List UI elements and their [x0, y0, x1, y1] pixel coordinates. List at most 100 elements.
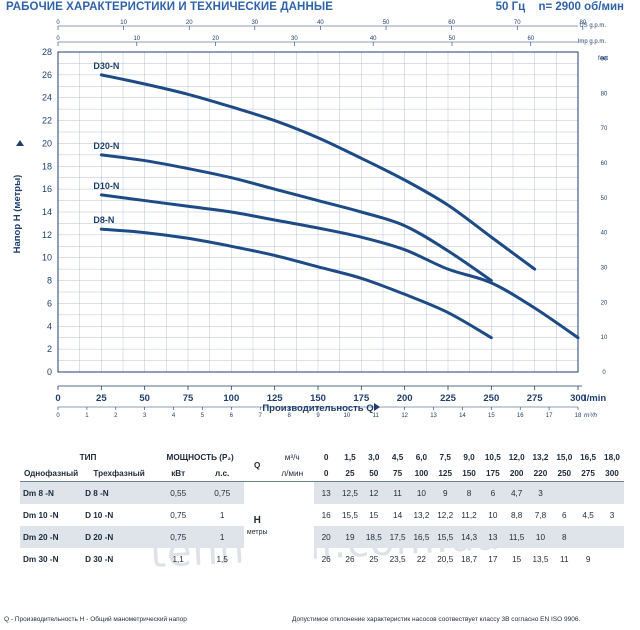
x-tick-label: 175 — [353, 393, 370, 404]
imp-tick-label: 20 — [212, 36, 219, 42]
y-tick-label: 20 — [42, 138, 52, 148]
x-tick-label: 225 — [440, 393, 457, 404]
m3h-tick-label: 14 — [459, 413, 466, 419]
head-value: 22 — [416, 554, 426, 564]
head-value: 18,7 — [461, 554, 477, 564]
single-phase-model: Dm 20 -N — [20, 526, 83, 548]
head-value: 9 — [585, 554, 591, 564]
q-lmin-3: 75 — [393, 468, 403, 478]
head-value: 20 — [314, 526, 339, 548]
m3h-tick-label: 4 — [172, 413, 176, 419]
head-value: 4,5 — [582, 510, 594, 520]
q-lmin-8: 200 — [509, 468, 524, 478]
table-row: Dm 8 -N D 8 -N 0,55 0,75 H метры 13 12,5 12 11 10… — [20, 481, 624, 570]
m3h-tick-label: 17 — [546, 413, 553, 419]
q-m3h-0: 0 — [323, 452, 329, 462]
chart-grid — [57, 51, 579, 373]
m3h-tick-label: 5 — [201, 413, 205, 419]
h-unit: метры — [246, 529, 268, 536]
power-hp: 1,5 — [216, 554, 228, 564]
three-phase-model: D 10 -N — [85, 510, 114, 520]
head-value: 11,5 — [504, 526, 529, 548]
head-value: 3 — [528, 481, 553, 504]
m3h-tick-label: 3 — [143, 413, 147, 419]
head-value: 10 — [488, 510, 498, 520]
footer-legend: Q - Производительность H - Общий маномет… — [4, 616, 187, 623]
spacer-cell — [270, 548, 315, 570]
us-tick-label: 50 — [383, 20, 390, 26]
footer-tolerance: Допустимое отклонение характеристик насо… — [292, 616, 581, 623]
head-value: 7,8 — [534, 510, 547, 520]
pump-curve-chart: US g.p.m. Imp g.p.m. 0 10 20 30 40 50 60 70 800 1… — [12, 20, 608, 419]
head-value: 14 — [393, 510, 403, 520]
power-hp: 1 — [200, 526, 245, 548]
table-header-row-1: ТИП МОЩНОСТЬ (P₂) Q м³/ч 0 1,5 3,0 4,5 6… — [20, 449, 624, 470]
x-tick-label: 125 — [267, 393, 284, 404]
head-value: 26 — [321, 554, 331, 564]
feet-tick-label: 40 — [601, 231, 608, 237]
head-value: 16,5 — [409, 526, 434, 548]
q-lmin-0: 0 — [323, 468, 329, 478]
x-tick-label: 50 — [139, 393, 150, 404]
power-hp: 0,75 — [200, 481, 245, 504]
x-axis-title: Производительность Q — [262, 403, 380, 414]
three-phase-model: D 20 -N — [82, 526, 157, 548]
q-m3h-1: 1,5 — [344, 452, 356, 462]
y-tick-label: 18 — [42, 161, 52, 171]
head-value: 8 — [457, 481, 481, 504]
rpm-label: n= 2900 об/мин — [538, 1, 624, 13]
q-lmin-10: 250 — [557, 468, 572, 478]
x-axis-arrow-icon — [374, 403, 380, 411]
x-unit-lmin: l/min — [584, 393, 606, 404]
three-phase-model: D 8 -N — [82, 481, 157, 504]
feet-tick-label: 90 — [601, 57, 608, 63]
head-value: 10 — [409, 481, 434, 504]
feet-tick-label: 50 — [601, 196, 608, 202]
y-tick-label: 4 — [47, 321, 52, 331]
head-value — [552, 481, 577, 504]
y-tick-label: 16 — [42, 184, 52, 194]
m3h-tick-label: 10 — [344, 413, 351, 419]
us-tick-label: 0 — [56, 20, 60, 26]
head-value: 11 — [385, 481, 410, 504]
feet-tick-label: 80 — [601, 91, 608, 97]
q-lmin-11: 275 — [581, 468, 595, 478]
head-value: 17,5 — [385, 526, 410, 548]
frequency-label: 50 Гц — [495, 1, 526, 13]
head-value: 13 — [480, 526, 505, 548]
table-header-row-2: Однофазный Трехфазный кВт л.с. л/мин 0 2… — [20, 465, 624, 482]
q-m3h-9: 13,2 — [532, 452, 549, 462]
curve-label-d8-n: D8-N — [93, 215, 114, 225]
q-m3h-4: 6,0 — [415, 452, 428, 462]
y-tick-label: 8 — [47, 276, 52, 286]
y-axis-label: Напор H (метры) — [12, 175, 23, 254]
us-tick-label: 60 — [448, 20, 455, 26]
x-unit-m3h: m³/h — [584, 412, 597, 419]
m3h-tick-label: 8 — [287, 413, 291, 419]
feet-tick-label: 60 — [601, 161, 608, 167]
head-value: 26 — [345, 554, 355, 564]
m3h-tick-label: 7 — [259, 413, 263, 419]
spec-table: ТИП МОЩНОСТЬ (P₂) Q м³/ч 0 1,5 3,0 4,5 6… — [20, 449, 624, 570]
y-tick-label: 22 — [42, 116, 52, 126]
feet-tick-label: 70 — [601, 126, 608, 132]
single-phase-model: Dm 8 -N — [20, 481, 83, 504]
m3h-tick-label: 2 — [114, 413, 118, 419]
y-tick-label: 12 — [42, 230, 52, 240]
head-value — [600, 526, 624, 548]
q-lmin-6: 150 — [462, 468, 476, 478]
h-label-cell: H метры — [244, 481, 271, 570]
table-row: Dm 20 -N D 20 -N 0,75 1 20 19 18,5 17,5 16,5 15,5… — [20, 526, 624, 548]
q-m3h-3: 4,5 — [391, 452, 404, 462]
head-value: 11,2 — [461, 510, 477, 520]
us-gpm-unit: US g.p.m. — [579, 23, 606, 29]
us-tick-label: 40 — [317, 20, 324, 26]
power-header: МОЩНОСТЬ (P₂) — [166, 452, 234, 462]
power-kw: 1,1 — [172, 554, 184, 564]
q-m3h-8: 12,0 — [508, 452, 525, 462]
power-kw: 0,75 — [170, 510, 187, 520]
top-axes: US g.p.m. Imp g.p.m. 0 10 20 30 40 50 60 70 80 0 1… — [56, 20, 606, 46]
m3h-axis-ticks: 0 1 2 3 4 5 6 7 8 9 10 11 12 13 14 15 16 17 18 — [56, 406, 582, 419]
head-value: 13,2 — [413, 510, 430, 520]
